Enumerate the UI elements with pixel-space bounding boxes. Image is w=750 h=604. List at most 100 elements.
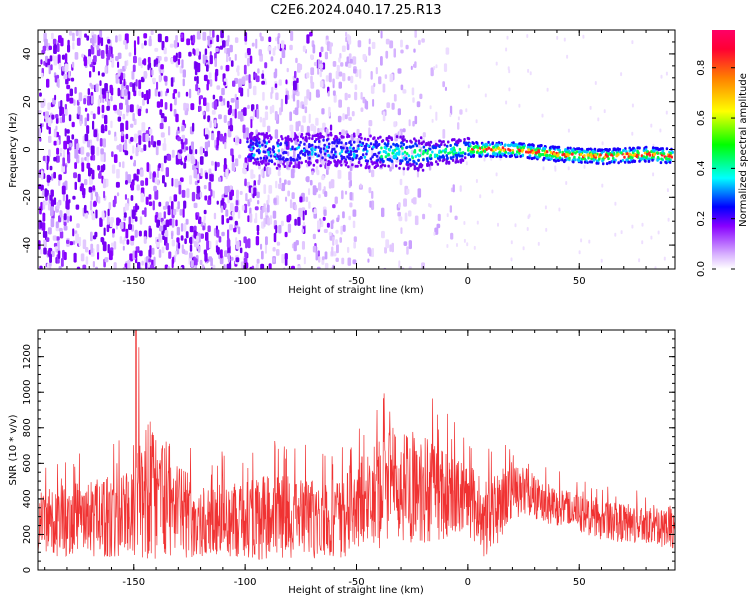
spectrogram-cell	[321, 256, 325, 261]
spectrogram-cell	[41, 72, 44, 78]
spectrogram-cell	[104, 257, 109, 263]
spectrogram-cell	[220, 249, 223, 259]
spectrogram-cell	[116, 145, 120, 150]
spectrogram-cell	[567, 166, 570, 171]
spectrogram-cell	[234, 53, 237, 61]
spectrogram-cell	[225, 209, 229, 217]
spectrogram-cell	[74, 52, 79, 60]
spectrogram-cell	[97, 251, 100, 260]
spectrogram-cell	[368, 46, 371, 56]
spectrogram-ridge-cell	[631, 160, 634, 164]
spectrogram-cell	[298, 207, 302, 218]
spectrogram-cell	[255, 236, 260, 246]
spectrogram-ridge-cell	[516, 150, 519, 154]
spectrogram-cell	[96, 48, 101, 57]
spectrogram-ridge-cell	[668, 160, 672, 164]
spectrogram-cell	[205, 172, 208, 180]
spectrogram-cell	[148, 62, 152, 69]
spectrogram-cell	[429, 105, 432, 110]
spectrogram-cell	[232, 80, 236, 87]
spectrogram-cell	[148, 201, 153, 207]
spectrogram-cell	[272, 257, 276, 263]
spectrogram-cell	[46, 78, 50, 88]
spectrogram-cell	[214, 119, 217, 128]
spectrogram-ridge-cell	[338, 138, 341, 142]
spectrogram-cell	[189, 225, 194, 233]
spectrogram-cell	[406, 188, 410, 195]
spectrogram-ridge-cell	[509, 152, 513, 155]
spectrogram-cell	[59, 152, 62, 157]
spectrogram-cell	[558, 207, 561, 212]
spectrogram-cell	[279, 57, 283, 65]
spectrogram-ridge-cell	[352, 155, 356, 159]
spectrogram-cell	[64, 128, 67, 137]
spectrogram-cell	[414, 30, 417, 38]
spectrogram-cell	[202, 111, 205, 116]
spectrogram-cell	[310, 54, 314, 59]
spectrogram-ridge-cell	[496, 143, 499, 147]
spectrogram-cell	[243, 162, 247, 169]
spectrogram-cell	[130, 136, 134, 142]
spectrogram-ridge-cell	[558, 148, 561, 152]
spectrogram-cell	[371, 169, 375, 178]
spectrogram-ridge-cell	[330, 150, 333, 154]
spectrogram-cell	[45, 156, 48, 163]
spectrogram-cell	[63, 225, 68, 231]
spectrogram-cell	[231, 154, 235, 163]
spectrogram-cell	[301, 207, 306, 212]
spectrogram-ridge-cell	[417, 139, 421, 143]
spectrogram-cell	[435, 111, 438, 121]
spectrogram-cell	[100, 153, 104, 162]
spectrogram-ridge-cell	[501, 152, 504, 156]
spectrogram-cell	[267, 46, 272, 52]
spectrogram-cell	[140, 76, 145, 83]
spectrogram-cell	[128, 52, 132, 57]
spectrogram-cell	[89, 200, 93, 211]
spectrogram-cell	[109, 84, 113, 94]
spectrogram-cell	[184, 238, 187, 245]
spectrogram-cell	[269, 106, 273, 115]
spectrogram-ridge-cell	[577, 150, 581, 154]
spectrogram-cell	[185, 231, 189, 239]
spectrogram-cell	[302, 104, 305, 110]
spectrogram-cell	[226, 100, 230, 108]
spectrogram-cell	[269, 215, 273, 225]
spectrogram-cell	[360, 92, 363, 100]
spectrogram-ridge-cell	[653, 153, 656, 157]
spectrogram-ridge-cell	[629, 155, 632, 159]
spectrogram-cell	[322, 62, 326, 70]
spectrogram-cell	[594, 81, 597, 85]
spectrogram-cell	[107, 208, 110, 217]
spectrogram-cell	[302, 115, 306, 123]
spectrogram-cell	[63, 108, 68, 116]
snr-ylabel: SNR (10 * v/v)	[8, 414, 19, 485]
spectrogram-cell	[249, 267, 253, 269]
spectrogram-cell	[159, 90, 163, 97]
spectrogram-cell	[178, 149, 183, 154]
spectrogram-cell	[223, 264, 226, 269]
spectrogram-cell	[155, 146, 159, 156]
spectrogram-ridge-cell	[596, 149, 600, 153]
spectrogram-cell	[74, 162, 77, 169]
spectrogram-ytick-label: -40	[22, 237, 33, 253]
spectrogram-ridge-cell	[511, 149, 515, 152]
spectrogram-ytick-label: -20	[22, 189, 33, 205]
spectrogram-cell	[101, 72, 105, 77]
spectrogram-ridge-cell	[276, 144, 280, 148]
spectrogram-cell	[505, 47, 508, 52]
spectrogram-cell	[267, 194, 270, 204]
spectrogram-cell	[68, 114, 72, 122]
spectrogram-cell	[124, 60, 127, 70]
spectrogram-ridge-cell	[475, 150, 479, 154]
spectrogram-ridge-cell	[280, 135, 283, 138]
spectrogram-cell	[137, 261, 141, 269]
spectrogram-ridge-cell	[453, 138, 456, 142]
spectrogram-cell	[328, 181, 332, 189]
spectrogram-cell	[208, 168, 212, 175]
spectrogram-cell	[207, 225, 211, 233]
spectrogram-cell	[179, 266, 183, 269]
spectrogram-cell	[229, 124, 234, 132]
spectrogram-ridge-cell	[456, 141, 460, 145]
spectrogram-cell	[90, 243, 94, 254]
spectrogram-ridge-cell	[380, 154, 383, 158]
